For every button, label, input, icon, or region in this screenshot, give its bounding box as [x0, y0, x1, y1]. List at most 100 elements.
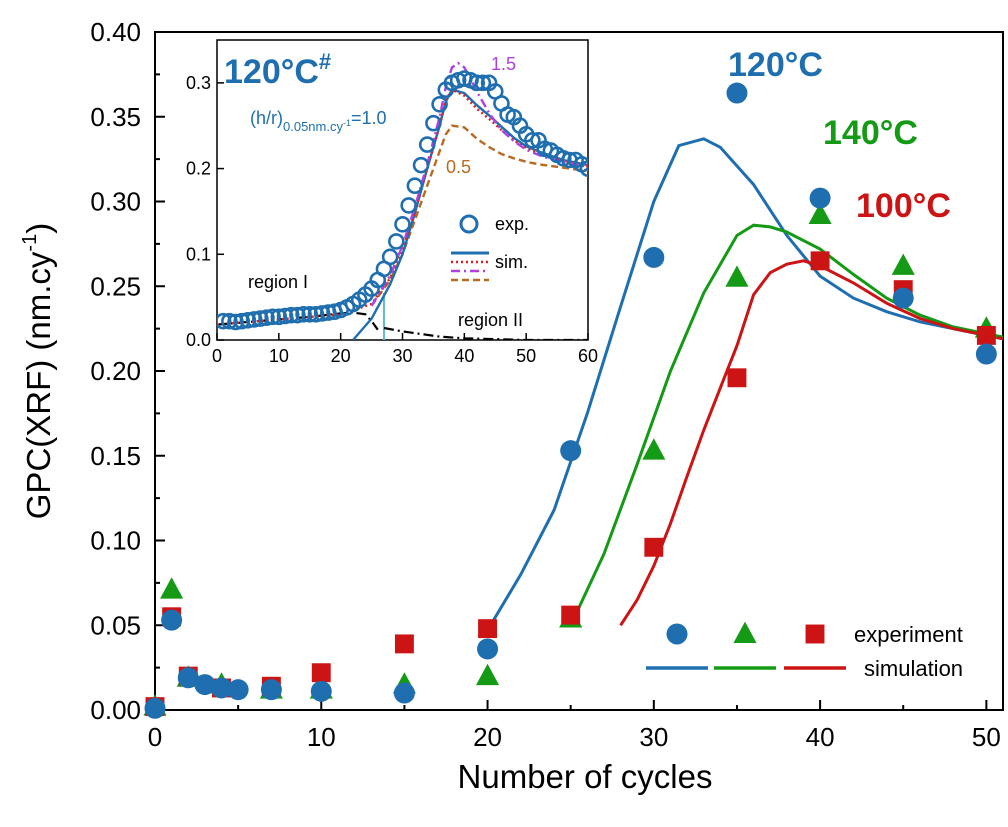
inset-experiment-point — [381, 248, 399, 266]
y-tick-label: 0.15 — [90, 441, 141, 471]
experiment-point-100C — [478, 619, 497, 639]
simulation-line-140C — [569, 223, 1004, 626]
y-tick-label: 0.30 — [90, 187, 141, 217]
inset-experiment-point — [425, 114, 442, 132]
experiment-point-120C — [260, 679, 282, 701]
x-tick-label: 0 — [148, 722, 162, 752]
inset-experiment-point — [270, 308, 288, 326]
x-tick-label: 10 — [307, 722, 336, 752]
inset-experiment-point — [289, 306, 306, 324]
inset-x-tick-label: 40 — [454, 346, 474, 366]
y-axis-title-sup: -1 — [19, 234, 41, 252]
x-tick-label: 50 — [972, 722, 1001, 752]
inset-experiment-point — [394, 215, 411, 233]
inset-x-tick-label: 50 — [516, 346, 536, 366]
inset-title-sup: # — [319, 49, 331, 74]
inset-experiment-point — [258, 309, 275, 327]
inset-experiment-point — [579, 160, 588, 177]
experiment-point-120C — [227, 679, 249, 701]
inset-experiment-point — [524, 131, 541, 149]
inset-experiment-point — [468, 74, 486, 92]
inset-experiment-point — [406, 177, 424, 195]
y-tick-label: 0.35 — [90, 102, 141, 132]
experiment-point-100C — [810, 251, 830, 271]
main-plot: 0 10 20 30 40 500.000.050.100.150.200.250.300… — [19, 17, 1004, 795]
experiment-point-120C — [144, 697, 166, 719]
experiment-point-140C — [475, 663, 500, 686]
experiment-point-140C — [808, 202, 832, 225]
experiment-point-120C — [161, 609, 183, 631]
y-axis-title-main: GPC(XRF) (nm.cy — [20, 251, 57, 519]
experiment-point-120C — [809, 187, 831, 209]
experiment-point-140C — [891, 253, 915, 275]
y-tick-label: 0.00 — [90, 695, 141, 725]
inset-label-hr05: 0.5 — [446, 157, 471, 177]
experiment-point-120C — [177, 667, 199, 689]
x-tick-label: 20 — [473, 722, 502, 752]
inset-label-hr15: 1.5 — [491, 54, 516, 74]
experiment-point-140C — [160, 577, 184, 599]
inset-experiment-point — [221, 312, 238, 330]
simulation-line-120C — [486, 137, 1004, 632]
inset-experiment-point — [388, 233, 405, 250]
inset-x-tick-label: 20 — [331, 346, 351, 366]
inset-experiment-point — [276, 307, 294, 325]
inset-region1-label: region I — [248, 272, 308, 292]
inset-plot-area — [217, 61, 588, 340]
inset-y-tick-label: 0.1 — [186, 244, 211, 264]
experiment-point-140C — [725, 265, 749, 287]
inset-hr-prefix: (h/r) — [250, 108, 283, 128]
inset-legend-sim-label: sim. — [495, 252, 528, 272]
inset-hr-label: (h/r)0.05nm.cy-1=1.0 — [250, 108, 387, 134]
inset-experiment-point — [264, 308, 281, 326]
experiment-point-100C — [311, 663, 331, 683]
inset-experiment-point — [217, 312, 232, 330]
inset-experiment-point — [282, 306, 300, 324]
inset-experiment-point — [233, 312, 251, 330]
experiment-point-120C — [975, 343, 997, 365]
y-axis-title: GPC(XRF) (nm.cy-1) — [19, 223, 57, 519]
inset-hr-value: =1.0 — [351, 108, 387, 128]
legend-simulation-label: simulation — [864, 656, 963, 681]
y-tick-label: 0.40 — [90, 17, 141, 47]
inset-experiment-point — [251, 310, 269, 327]
y-axis-title-end: ) — [20, 223, 57, 234]
legend-marker-120C — [666, 623, 688, 645]
inset-experiment-point — [295, 305, 312, 323]
x-tick-label: 40 — [806, 722, 835, 752]
inset-legend-exp-label: exp. — [495, 214, 529, 234]
inset-experiment-point — [474, 74, 492, 92]
x-tick-label: 30 — [639, 722, 668, 752]
experiment-point-120C — [310, 680, 332, 702]
experiment-point-120C — [892, 287, 914, 309]
inset-experiment-point — [227, 313, 244, 331]
inset-title-main: 120°C — [224, 53, 319, 91]
inset-hr-sub: 0.05nm.cy — [283, 119, 343, 134]
x-axis-title: Number of cycles — [458, 758, 713, 795]
experiment-point-120C — [726, 82, 748, 104]
experiment-point-140C — [642, 438, 666, 460]
inset-x-tick-label: 10 — [269, 346, 289, 366]
y-tick-label: 0.20 — [90, 356, 141, 386]
inset-experiment-point — [307, 305, 325, 323]
y-tick-label: 0.25 — [90, 271, 141, 301]
inset-y-tick-label: 0.3 — [186, 73, 211, 93]
inset-experiment-point — [412, 156, 430, 174]
inset-experiment-point — [418, 136, 436, 153]
experiment-point-120C — [194, 674, 216, 696]
inset-x-tick-label: 60 — [578, 346, 598, 366]
inset-region2-label: region II — [458, 310, 523, 330]
legend-marker-140C — [733, 621, 757, 643]
inset-y-tick-label: 0.0 — [186, 330, 211, 350]
inset-experiment-point — [313, 305, 331, 322]
y-tick-label: 0.05 — [90, 610, 141, 640]
experiment-point-120C — [560, 440, 582, 462]
inset-plot: 0 10 20 30 40 50 60 0.0 0.1 0.2 0.3 120°C# (h/r)0.05… — [186, 39, 598, 366]
annotation-140C: 140°C — [823, 114, 918, 152]
experiment-point-120C — [643, 246, 665, 268]
inset-x-tick-label: 30 — [392, 346, 412, 366]
simulation-line-100C — [619, 259, 1004, 627]
experiment-point-100C — [976, 325, 996, 345]
inset-y-tick-label: 0.2 — [186, 159, 211, 179]
